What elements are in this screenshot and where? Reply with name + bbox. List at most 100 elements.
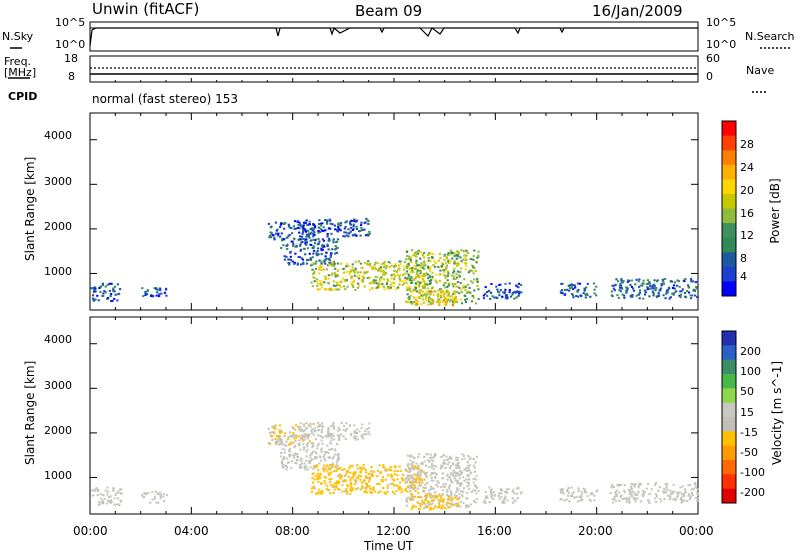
velocity-cell [446,474,449,477]
power-cell [336,273,339,276]
velocity-cell [467,505,470,508]
power-cell [468,291,471,294]
velocity-cell [694,483,697,486]
colorbar-swatch [722,193,736,209]
power-cell [415,275,418,278]
power-cell [351,266,354,269]
velocity-cell [406,464,410,467]
velocity-cell [361,485,364,488]
velocity-cell [370,470,373,472]
power-cell [106,297,110,299]
power-cell [411,269,414,272]
power-cell [293,227,296,230]
power-cell [518,290,521,293]
power-cell [333,262,336,265]
power-cell [342,271,346,274]
velocity-cell [331,433,334,436]
power-cell [696,281,699,283]
velocity-cell [696,488,699,491]
power-cell [381,284,384,287]
velocity-cell [450,457,453,460]
power-cell [409,277,412,280]
power-cell [499,283,502,286]
velocity-cell [502,498,505,501]
power-cell [619,284,622,287]
velocity-cell [313,429,316,432]
power-cell [350,219,353,222]
power-cell [358,274,361,277]
power-cell [666,289,669,292]
velocity-cell [415,474,418,477]
colorbar-swatch [722,460,736,475]
velocity-cell [323,464,326,467]
velocity-cell [500,492,503,495]
power-cell [327,282,330,284]
velocity-cell [428,461,431,464]
power-cell [110,282,113,285]
velocity-cell [641,493,644,496]
power-cell [585,286,588,289]
power-cell [319,268,322,271]
velocity-cell [293,444,297,447]
power-cell [316,288,319,291]
velocity-cell [636,493,639,496]
velocity-cell [331,457,334,460]
power-cell [320,286,323,289]
velocity-cell [281,460,284,463]
velocity-cell [365,428,368,431]
velocity-cell [274,424,277,427]
power-cell [611,284,614,287]
power-cell [311,263,314,266]
velocity-cell [633,483,636,486]
power-cell [652,291,655,294]
velocity-cell [482,501,485,504]
velocity-cell [92,494,95,497]
velocity-cell [289,431,292,434]
power-cell [676,284,679,287]
velocity-cell [323,453,326,456]
power-cell [405,281,408,284]
power-cell [335,246,338,249]
power-cell [431,271,434,274]
power-cell [516,290,519,293]
velocity-cell [336,480,339,483]
power-cell [359,229,362,232]
power-cell [421,290,424,293]
power-cell [470,280,473,283]
velocity-cell [353,431,357,434]
power-cell [472,296,475,299]
velocity-cell [462,476,465,479]
velocity-cell [448,467,451,470]
velocity-cell [439,494,442,497]
velocity-cell [424,495,427,498]
velocity-cell [465,504,468,507]
velocity-cell [341,480,344,483]
velocity-cell [316,472,319,475]
velocity-cell [365,471,368,474]
velocity-cell [580,490,583,493]
power-cell [276,228,279,231]
power-cell [300,224,303,227]
velocity-cell [362,467,365,470]
power-cell [314,267,318,270]
velocity-cell [317,488,321,491]
velocity-cell [446,463,450,466]
power-cell [612,287,615,290]
velocity-cell [679,486,682,489]
velocity-cell [355,435,358,438]
velocity-cell [330,439,333,442]
velocity-cell [116,497,119,500]
velocity-cell [354,481,358,483]
velocity-cell [101,499,104,502]
power-cell [325,288,328,291]
velocity-cell [273,431,276,434]
power-cell [358,277,361,280]
power-cell [407,262,410,265]
power-cell [646,288,649,291]
power-cell [410,276,413,279]
power-cell [692,289,695,292]
velocity-cell [632,498,636,500]
velocity-cell [349,492,352,495]
velocity-cell [407,479,410,482]
velocity-cell [307,442,310,445]
